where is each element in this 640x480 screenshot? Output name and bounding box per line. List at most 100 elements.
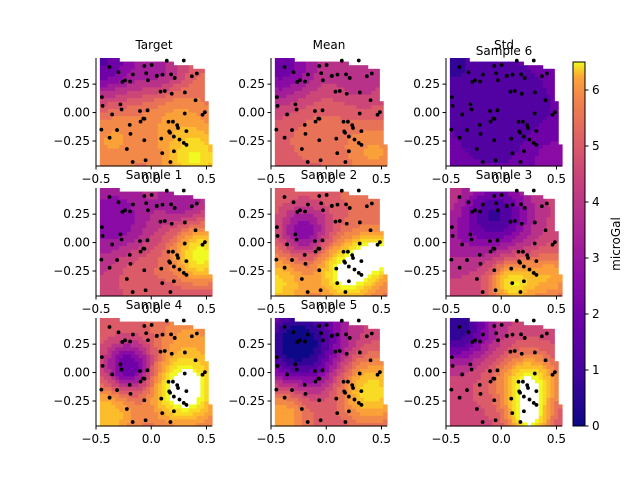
contour-cell <box>126 97 132 102</box>
contour-cell <box>107 245 113 250</box>
contour-cell <box>309 68 315 73</box>
contour-cell <box>504 130 509 135</box>
contour-cell <box>359 83 365 88</box>
contour-cell <box>363 234 369 239</box>
contour-cell <box>523 97 528 102</box>
contour-cell <box>282 58 288 63</box>
contour-cell <box>119 122 124 127</box>
contour-cell <box>103 76 109 81</box>
station-point <box>333 219 338 224</box>
contour-cell <box>177 206 182 211</box>
contour-cell <box>484 72 490 77</box>
contour-cell <box>286 104 291 109</box>
station-point <box>182 90 187 95</box>
contour-cell <box>196 119 201 124</box>
contour-cell <box>332 86 338 91</box>
contour-cell <box>473 76 478 81</box>
contour-cell <box>511 158 517 163</box>
contour-cell <box>465 267 470 272</box>
y-tick-label: 0.00 <box>413 106 440 120</box>
contour-cell <box>161 278 167 283</box>
contour-cell <box>181 79 186 84</box>
contour-cell <box>313 224 318 229</box>
contour-cell <box>453 72 459 77</box>
contour-cell <box>348 101 353 106</box>
contour-cell <box>488 72 493 77</box>
contour-cell <box>531 72 536 77</box>
contour-cell <box>321 224 326 229</box>
contour-cell <box>111 97 116 102</box>
contour-cell <box>111 252 116 257</box>
contour-cell <box>329 158 334 163</box>
contour-cell <box>504 155 509 160</box>
contour-cell <box>469 133 474 138</box>
contour-cell <box>150 245 155 250</box>
station-point <box>334 136 339 141</box>
contour-cell <box>103 270 109 275</box>
contour-cell <box>449 238 455 243</box>
contour-cell <box>294 206 299 211</box>
contour-cell <box>488 148 493 153</box>
contour-cell <box>298 256 303 261</box>
contour-cell <box>453 234 459 239</box>
contour-cell <box>154 245 159 250</box>
contour-cell <box>298 238 303 243</box>
contour-cell <box>340 68 346 73</box>
contour-cell <box>173 220 178 225</box>
contour-cell <box>200 281 205 286</box>
contour-cell <box>165 267 171 272</box>
contour-cell <box>356 151 361 156</box>
contour-cell <box>538 249 544 254</box>
contour-cell <box>484 191 490 196</box>
contour-cell <box>274 97 280 102</box>
contour-cell <box>188 274 194 279</box>
contour-cell <box>111 65 116 70</box>
contour-cell <box>286 122 291 127</box>
contour-cell <box>332 61 338 66</box>
contour-cell <box>473 245 478 250</box>
contour-cell <box>321 267 326 272</box>
contour-cell <box>340 61 346 66</box>
contour-cell <box>488 86 493 91</box>
contour-cell <box>119 195 124 200</box>
contour-cell <box>204 267 209 272</box>
contour-cell <box>546 83 551 88</box>
contour-cell <box>130 216 136 221</box>
station-point <box>159 136 164 141</box>
contour-cell <box>465 119 470 124</box>
contour-cell <box>527 234 532 239</box>
contour-cell <box>161 115 167 120</box>
contour-cell <box>177 122 182 127</box>
station-point <box>450 95 454 100</box>
contour-cell <box>184 122 190 127</box>
contour-cell <box>282 155 288 160</box>
contour-cell <box>169 83 174 88</box>
contour-cell <box>146 274 151 279</box>
contour-cell <box>274 112 280 117</box>
contour-cell <box>500 130 505 135</box>
contour-cell <box>192 72 198 77</box>
contour-cell <box>286 83 291 88</box>
contour-cell <box>511 112 517 117</box>
contour-cell <box>286 252 291 257</box>
contour-cell <box>523 104 528 109</box>
contour-cell <box>465 242 470 247</box>
contour-cell <box>309 191 315 196</box>
contour-cell <box>329 213 334 218</box>
contour-cell <box>465 245 470 250</box>
contour-cell <box>321 148 326 153</box>
contour-cell <box>534 195 540 200</box>
contour-cell <box>196 234 201 239</box>
contour-cell <box>274 65 280 70</box>
contour-cell <box>480 108 486 113</box>
contour-cell <box>313 61 318 66</box>
contour-field <box>449 188 563 297</box>
y-tick-label: −0.25 <box>53 134 90 148</box>
contour-cell <box>484 151 490 156</box>
contour-cell <box>301 227 307 232</box>
contour-cell <box>550 86 555 91</box>
contour-cell <box>352 119 357 124</box>
station-point <box>346 134 351 139</box>
contour-cell <box>515 83 521 88</box>
contour-cell <box>309 252 315 257</box>
